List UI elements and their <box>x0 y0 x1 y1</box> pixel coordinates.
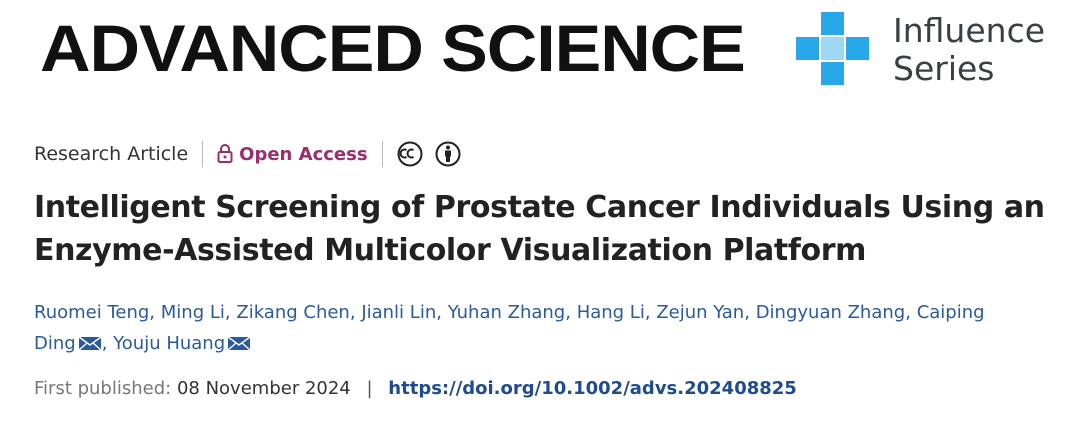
author-name[interactable]: Yuhan Zhang <box>447 302 566 323</box>
author-name[interactable]: Caiping Ding <box>34 302 985 354</box>
author-separator: , <box>565 302 571 323</box>
author-separator: , <box>349 302 356 323</box>
author: Caiping Ding, <box>34 302 985 354</box>
author-name[interactable]: Jianli Lin <box>361 302 437 323</box>
author: Zejun Yan, <box>656 302 750 323</box>
author-list: Ruomei Teng, Ming Li, Zikang Chen, Jianl… <box>34 297 994 359</box>
email-icon[interactable] <box>227 335 251 351</box>
author-separator: , <box>436 302 442 323</box>
author-separator: , <box>744 302 750 323</box>
author-name[interactable]: Youju Huang <box>113 333 226 354</box>
badge-icon <box>796 12 869 85</box>
article-type: Research Article <box>34 143 189 165</box>
author: Jianli Lin, <box>361 302 442 323</box>
author: Ruomei Teng, <box>34 302 155 323</box>
author-separator: , <box>101 333 108 354</box>
author-name[interactable]: Dingyuan Zhang <box>755 302 906 323</box>
email-icon[interactable] <box>78 335 102 351</box>
separator <box>381 141 383 167</box>
author: Dingyuan Zhang, <box>756 302 911 323</box>
author-name[interactable]: Ruomei Teng <box>34 302 150 323</box>
author: Zikang Chen, <box>236 302 355 323</box>
doi-link[interactable]: https://doi.org/10.1002/advs.202408825 <box>388 378 797 399</box>
author-separator: , <box>149 302 156 323</box>
badge-line: Series <box>893 49 995 88</box>
published-date: 08 November 2024 <box>176 378 351 399</box>
author: Ming Li, <box>161 302 231 323</box>
badge-text: Influence Series <box>893 12 1045 88</box>
title-line: Intelligent Screening of Prostate Cancer… <box>34 190 1045 225</box>
publication-info: First published: 08 November 2024 | http… <box>34 378 797 399</box>
author: Youju Huang <box>113 333 251 354</box>
license-icons[interactable] <box>397 140 465 168</box>
author-name[interactable]: Zikang Chen <box>236 302 350 323</box>
badge-line: Influence <box>893 11 1046 50</box>
article-title: Intelligent Screening of Prostate Cancer… <box>34 186 1045 272</box>
open-access[interactable]: Open Access <box>239 143 368 165</box>
author-name[interactable]: Zejun Yan <box>656 302 745 323</box>
lock-icon <box>217 144 233 163</box>
author-name[interactable]: Ming Li <box>160 302 225 323</box>
author-separator: , <box>644 302 651 323</box>
divider: | <box>366 378 373 399</box>
author-name[interactable]: Hang Li <box>576 302 645 323</box>
author-separator: , <box>224 302 231 323</box>
article-meta: Research Article Open Access <box>34 140 465 168</box>
author: Hang Li, <box>577 302 651 323</box>
separator <box>202 141 204 167</box>
published-label: First published: <box>34 378 172 399</box>
title-line: Enzyme-Assisted Multicolor Visualization… <box>34 233 866 268</box>
author-separator: , <box>905 302 911 323</box>
author: Yuhan Zhang, <box>448 302 571 323</box>
journal-logo: ADVANCED SCIENCE <box>40 11 746 85</box>
